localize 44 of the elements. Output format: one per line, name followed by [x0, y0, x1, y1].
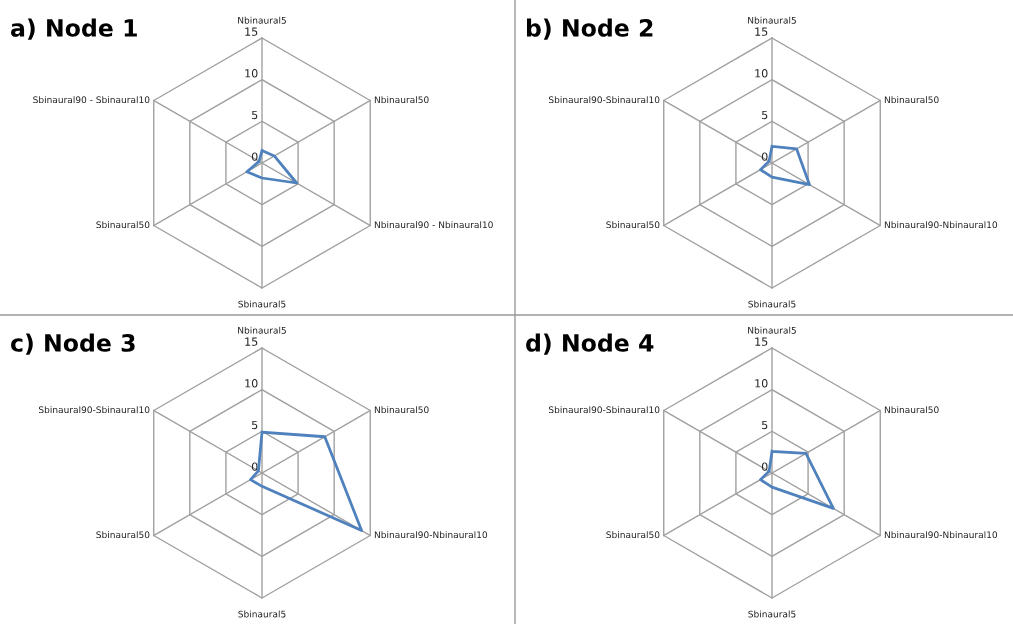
spoke-label: Sbinaural5 — [748, 610, 796, 618]
spoke-label: Nbinaural50 — [884, 96, 939, 104]
y-tick-label: 15 — [245, 337, 258, 346]
chart-title: d) Node 4 — [526, 333, 654, 355]
spoke-label: Nbinaural50 — [884, 406, 939, 414]
y-tick-label: 5 — [762, 110, 768, 120]
chart-title: c) Node 3 — [11, 333, 135, 355]
spoke-label: Nbinaural50 — [374, 96, 429, 104]
y-tick-label: 0 — [761, 462, 768, 471]
y-tick-label: 0 — [761, 152, 768, 161]
y-tick-label: 15 — [755, 27, 768, 36]
y-tick-label: 10 — [245, 379, 258, 388]
spoke-label: Nbinaural90-Nbinaural10 — [884, 221, 998, 229]
y-tick-label: 10 — [755, 379, 768, 388]
spoke-label: Sbinaural50 — [96, 531, 150, 539]
y-tick-label: 10 — [755, 69, 768, 78]
spoke-label: Nbinaural5 — [748, 16, 796, 24]
spoke-label: Nbinaural90-Nbinaural10 — [884, 531, 998, 539]
y-tick-label: 0 — [251, 462, 258, 471]
spoke-label: Sbinaural90-Sbinaural10 — [548, 406, 660, 414]
spoke-label: Sbinaural5 — [238, 610, 286, 618]
spoke-label: Nbinaural90-Nbinaural10 — [374, 531, 488, 539]
spoke-label: Sbinaural5 — [238, 300, 286, 308]
y-tick-label: 10 — [245, 69, 258, 78]
y-tick-label: 5 — [762, 420, 768, 430]
spoke-label: Sbinaural50 — [96, 221, 150, 229]
spoke-label: Sbinaural90 - Sbinaural10 — [33, 96, 150, 104]
spoke-label: Sbinaural5 — [748, 300, 796, 308]
spoke-label: Nbinaural50 — [374, 406, 429, 414]
spoke-label: Nbinaural5 — [748, 326, 796, 334]
y-tick-label: 15 — [245, 27, 258, 36]
spoke-label: Sbinaural50 — [606, 531, 660, 539]
chart-title: b) Node 2 — [526, 18, 653, 40]
spoke-label: Sbinaural50 — [606, 221, 660, 229]
spoke-label: Sbinaural90-Sbinaural10 — [548, 96, 660, 104]
y-tick-label: 0 — [251, 152, 258, 161]
spoke-label: Nbinaural5 — [238, 16, 286, 24]
y-tick-label: 5 — [252, 420, 258, 430]
y-tick-label: 15 — [755, 337, 768, 346]
spoke-label: Nbinaural5 — [238, 326, 286, 334]
y-tick-label: 5 — [252, 110, 258, 120]
chart-title: a) Node 1 — [11, 18, 137, 40]
spoke-label: Nbinaural90 - Nbinaural10 — [374, 221, 493, 229]
spoke-label: Sbinaural90-Sbinaural10 — [38, 406, 150, 414]
